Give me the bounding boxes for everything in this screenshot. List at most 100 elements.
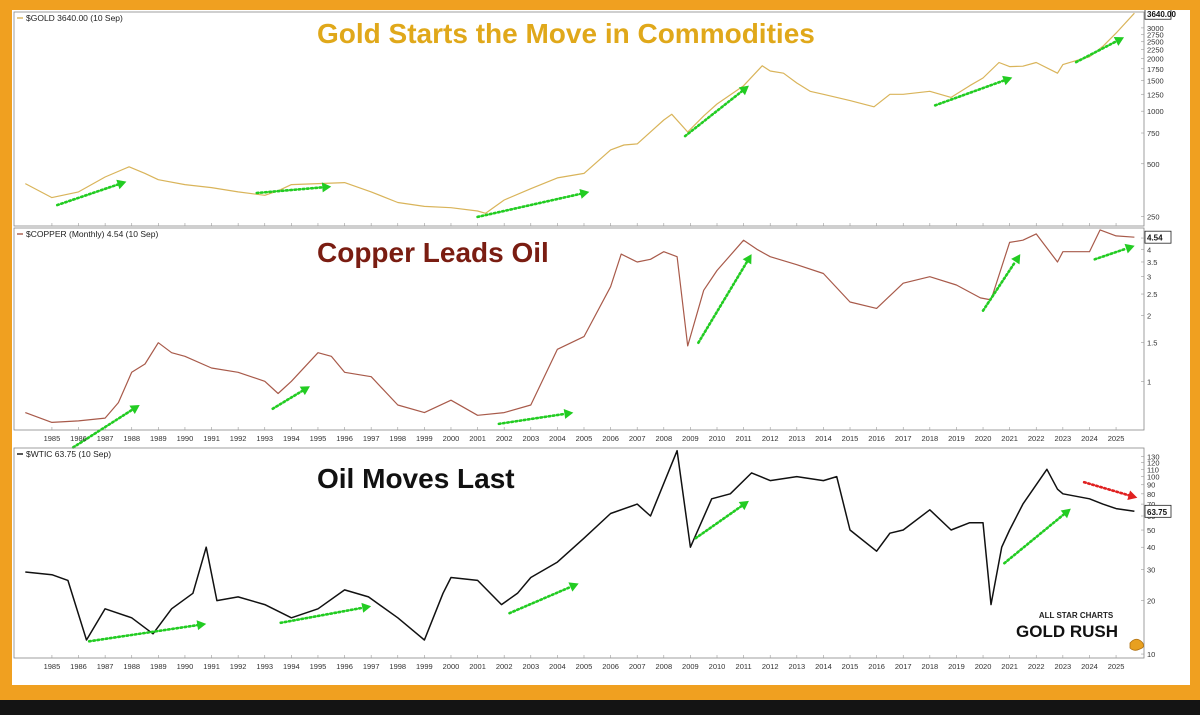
x-tick-label: 1985 bbox=[44, 662, 61, 671]
x-tick-label: 2025 bbox=[1108, 662, 1125, 671]
oil-trend-arrowhead bbox=[568, 582, 579, 592]
chart-canvas: 250 500 750 1000 1250 1500 1750 2000 2250 2500 275… bbox=[12, 6, 1190, 685]
x-tick-label: 1989 bbox=[150, 662, 167, 671]
oil-trend-arrow bbox=[87, 623, 199, 643]
copper-panel-title: Copper Leads Oil bbox=[317, 237, 549, 268]
copper-trend-arrow bbox=[71, 408, 134, 449]
copper-price-line bbox=[25, 229, 1135, 423]
x-tick-label: 2004 bbox=[549, 662, 566, 671]
copper-last-value-label: 4.54 bbox=[1147, 234, 1163, 243]
oil-y-tick-label: 90 bbox=[1147, 481, 1155, 490]
x-tick-label: 2006 bbox=[602, 434, 619, 443]
x-tick-label: 2007 bbox=[629, 434, 646, 443]
x-tick-label: 1999 bbox=[416, 434, 433, 443]
oil-y-tick-label: 80 bbox=[1147, 490, 1155, 499]
x-tick-label: 2025 bbox=[1108, 434, 1125, 443]
x-tick-label: 2000 bbox=[443, 662, 460, 671]
gold-panel-border bbox=[13, 11, 1145, 227]
gold-trend-arrow bbox=[55, 183, 120, 207]
gold-y-tick-label: 250 bbox=[1147, 212, 1160, 221]
x-tick-label: 1993 bbox=[256, 662, 273, 671]
oil-y-tick-label: 70 bbox=[1147, 500, 1155, 509]
gold-trend-arrowhead bbox=[579, 188, 590, 199]
x-tick-label: 1985 bbox=[44, 434, 61, 443]
x-tick-label: 1999 bbox=[416, 662, 433, 671]
x-tick-label: 1992 bbox=[230, 434, 247, 443]
gold-nugget-icon bbox=[1129, 638, 1144, 651]
oil-y-tick-label: 120 bbox=[1147, 459, 1160, 468]
x-tick-label: 2014 bbox=[815, 662, 832, 671]
x-tick-label: 1998 bbox=[389, 662, 406, 671]
x-tick-label: 2020 bbox=[975, 662, 992, 671]
x-tick-label: 2014 bbox=[815, 434, 832, 443]
oil-y-tick-label: 110 bbox=[1147, 465, 1159, 474]
oil-y-tick-label: 30 bbox=[1147, 565, 1155, 574]
gold-trend-arrow bbox=[683, 89, 744, 138]
x-tick-label: 2018 bbox=[921, 434, 938, 443]
x-tick-label: 2024 bbox=[1081, 434, 1098, 443]
x-tick-label: 2002 bbox=[496, 662, 513, 671]
x-tick-label: 2013 bbox=[788, 434, 805, 443]
x-tick-label: 2007 bbox=[629, 662, 646, 671]
copper-y-tick-label: 2 bbox=[1147, 311, 1151, 320]
x-tick-label: 2009 bbox=[682, 434, 699, 443]
oil-symbol-label: $WTIC 63.75 (10 Sep) bbox=[26, 449, 111, 459]
gold-y-tick-label: 1000 bbox=[1147, 107, 1164, 116]
gold-y-tick-label: 1500 bbox=[1147, 76, 1164, 85]
x-tick-label: 2010 bbox=[709, 434, 726, 443]
gold-trend-arrow bbox=[476, 192, 582, 219]
gold-trend-arrowhead bbox=[116, 179, 127, 190]
x-tick-label: 2005 bbox=[576, 434, 593, 443]
oil-trend-arrowhead bbox=[361, 602, 372, 613]
x-tick-label: 1991 bbox=[203, 434, 220, 443]
x-tick-label: 1996 bbox=[336, 434, 353, 443]
gold-y-tick-label: 500 bbox=[1147, 160, 1160, 169]
gold-panel-title: Gold Starts the Move in Commodities bbox=[317, 18, 815, 49]
gold-y-tick-label: 3000 bbox=[1147, 24, 1164, 33]
copper-trend-arrowhead bbox=[1124, 243, 1135, 254]
x-tick-label: 1989 bbox=[150, 434, 167, 443]
gold-y-tick-label: 2750 bbox=[1147, 30, 1164, 39]
orange-frame: 250 500 750 1000 1250 1500 1750 2000 2250 2500 275… bbox=[0, 0, 1200, 700]
gold-last-value-label: 3640.00 bbox=[1147, 10, 1176, 19]
copper-trend-arrow bbox=[271, 389, 304, 411]
copper-trend-arrowhead bbox=[129, 405, 140, 415]
x-tick-label: 2019 bbox=[948, 662, 965, 671]
oil-trend-arrow bbox=[279, 606, 364, 625]
x-tick-label: 1995 bbox=[310, 662, 327, 671]
x-tick-label: 2003 bbox=[522, 434, 539, 443]
branding-logo: ALL STAR CHARTS GOLD RUSH bbox=[1016, 611, 1144, 651]
copper-trend-arrowhead bbox=[1011, 254, 1021, 265]
oil-panel: 102030405060708090100110120130$WTIC 63.7… bbox=[13, 447, 1172, 659]
x-tick-label: 2024 bbox=[1081, 662, 1098, 671]
x-tick-label: 2015 bbox=[842, 662, 859, 671]
bottom-strip bbox=[0, 700, 1200, 715]
x-tick-label: 1992 bbox=[230, 662, 247, 671]
copper-panel: 11.522.533.544.5$COPPER (Monthly) 4.54 (… bbox=[13, 227, 1172, 449]
x-tick-label: 2011 bbox=[736, 434, 752, 443]
x-tick-label: 1990 bbox=[177, 662, 194, 671]
x-tick-label: 1997 bbox=[363, 662, 380, 671]
copper-trend-arrow bbox=[497, 412, 566, 426]
gold-trend-arrowhead bbox=[738, 85, 749, 96]
x-tick-label: 2021 bbox=[1001, 434, 1018, 443]
x-tick-label: 2010 bbox=[709, 662, 726, 671]
gold-trend-arrow bbox=[933, 79, 1006, 107]
copper-trend-arrowhead bbox=[563, 409, 574, 419]
oil-panel-border bbox=[13, 447, 1145, 659]
gold-trend-arrowhead bbox=[321, 182, 332, 193]
x-tick-label: 2013 bbox=[788, 662, 805, 671]
copper-trend-arrowhead bbox=[299, 386, 310, 396]
copper-y-tick-label: 4 bbox=[1147, 245, 1151, 254]
copper-trend-arrow bbox=[981, 260, 1017, 312]
oil-trend-arrow bbox=[1003, 513, 1066, 565]
x-tick-label: 2006 bbox=[602, 662, 619, 671]
copper-panel-border bbox=[13, 227, 1145, 431]
gold-trend-arrowhead bbox=[1002, 75, 1013, 86]
copper-trend-arrow bbox=[697, 260, 749, 345]
x-tick-label: 2011 bbox=[736, 662, 752, 671]
x-tick-label: 2019 bbox=[948, 434, 965, 443]
x-tick-label: 2012 bbox=[762, 662, 779, 671]
x-tick-label: 1986 bbox=[70, 434, 87, 443]
oil-trend-arrowhead bbox=[738, 500, 749, 511]
